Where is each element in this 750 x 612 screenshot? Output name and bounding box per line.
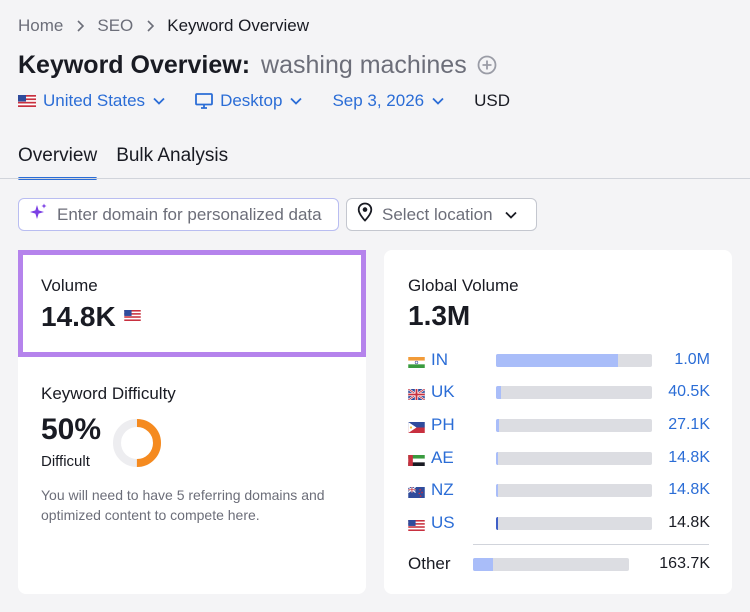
bar-fill xyxy=(496,483,499,497)
kd-note: You will need to have 5 referring domain… xyxy=(41,487,325,523)
volume-value: 14.8K xyxy=(41,301,116,332)
device-filter[interactable]: Desktop xyxy=(195,91,303,111)
page-title: Keyword Overview: xyxy=(18,50,251,79)
bar-track xyxy=(496,418,652,432)
other-value: 163.7K xyxy=(659,555,710,572)
chevron-down-icon xyxy=(504,211,517,219)
domain-input-wrapper xyxy=(18,198,339,231)
location-select-label: Select location xyxy=(382,204,493,224)
country-code[interactable]: AE xyxy=(431,448,454,467)
tabs: Overview Bulk Analysis xyxy=(18,142,247,180)
tab-bulk-analysis[interactable]: Bulk Analysis xyxy=(116,145,229,166)
us-flag-icon xyxy=(123,308,141,326)
country-filter[interactable]: United States xyxy=(18,91,165,111)
other-divider xyxy=(473,544,709,545)
country-volume[interactable]: 1.0M xyxy=(674,351,710,368)
global-volume-value: 1.3M xyxy=(408,300,471,331)
breadcrumb-current: Keyword Overview xyxy=(167,16,309,35)
breadcrumb-home[interactable]: Home xyxy=(18,16,64,35)
other-label: Other xyxy=(408,554,451,573)
bar-fill xyxy=(496,385,501,399)
sparkle-icon xyxy=(28,202,48,227)
kd-value: 50% xyxy=(41,413,102,446)
breadcrumb-seo[interactable]: SEO xyxy=(97,16,134,35)
location-select[interactable]: Select location xyxy=(346,198,537,231)
country-code[interactable]: UK xyxy=(431,382,455,401)
device-filter-label: Desktop xyxy=(220,91,283,110)
us-flag-icon xyxy=(408,518,425,531)
bar-fill xyxy=(496,451,499,465)
kd-donut-arc xyxy=(113,419,161,467)
date-filter-label: Sep 3, 2026 xyxy=(332,91,425,110)
country-row-ae[interactable]: AE 14.8K xyxy=(408,447,710,469)
chevron-right-icon xyxy=(146,20,155,32)
date-filter[interactable]: Sep 3, 2026 xyxy=(332,91,444,111)
kd-label: Keyword Difficulty xyxy=(41,384,176,403)
country-volume: 14.8K xyxy=(668,514,710,531)
filters-bar: United States Desktop Sep 3, 2026 USD xyxy=(18,89,510,113)
volume-highlight xyxy=(18,250,366,357)
country-code[interactable]: IN xyxy=(431,350,448,369)
country-row-ph[interactable]: PH 27.1K xyxy=(408,414,710,436)
bar-track xyxy=(496,451,652,465)
country-volume[interactable]: 27.1K xyxy=(668,416,710,433)
domain-input[interactable] xyxy=(57,204,327,225)
uk-flag-icon xyxy=(407,387,426,401)
bar-track xyxy=(496,516,652,530)
country-volume[interactable]: 14.8K xyxy=(668,481,710,498)
country-row-in[interactable]: IN 1.0M xyxy=(408,349,710,371)
chevron-down-icon xyxy=(290,97,303,105)
chevron-down-icon xyxy=(153,97,165,105)
kd-level: Difficult xyxy=(41,453,90,470)
volume-row: 14.8K xyxy=(41,300,141,334)
country-code[interactable]: PH xyxy=(431,415,455,434)
keyword-text: washing machines xyxy=(261,50,467,79)
bar-fill xyxy=(473,557,494,571)
country-volume[interactable]: 40.5K xyxy=(668,383,710,400)
country-code[interactable]: NZ xyxy=(431,480,454,499)
chevron-right-icon xyxy=(76,20,85,32)
ae-flag-icon xyxy=(408,453,425,466)
country-row-uk[interactable]: UK 40.5K xyxy=(407,381,710,403)
us-flag-icon xyxy=(18,95,36,107)
location-pin-icon xyxy=(357,202,373,227)
kd-donut-chart xyxy=(113,419,161,467)
bar-track xyxy=(496,483,652,497)
currency-label: USD xyxy=(474,91,511,110)
in-flag-icon xyxy=(408,355,425,368)
title-row: Keyword Overview: washing machines xyxy=(18,49,497,81)
chevron-down-icon xyxy=(432,97,444,105)
nz-flag-icon xyxy=(407,485,425,498)
ph-flag-icon xyxy=(408,420,425,433)
country-row-nz[interactable]: NZ 14.8K xyxy=(407,479,710,501)
other-row: Other 163.7K xyxy=(408,553,710,575)
bar-track xyxy=(496,353,652,367)
bar-track xyxy=(496,385,652,399)
bar-fill xyxy=(496,353,618,367)
tabs-divider xyxy=(0,178,750,179)
volume-label: Volume xyxy=(41,276,98,295)
bar-fill xyxy=(496,516,499,530)
country-filter-label: United States xyxy=(43,91,146,110)
country-volume[interactable]: 14.8K xyxy=(668,449,710,466)
bar-track xyxy=(473,557,629,571)
breadcrumb: Home SEO Keyword Overview xyxy=(18,15,309,37)
global-volume-label: Global Volume xyxy=(408,276,519,295)
bar-fill xyxy=(496,418,500,432)
tab-overview[interactable]: Overview xyxy=(18,142,98,180)
desktop-icon xyxy=(195,93,213,109)
add-circle-icon[interactable] xyxy=(477,55,497,75)
country-row-us: US 14.8K xyxy=(408,512,710,534)
country-code: US xyxy=(431,513,455,532)
